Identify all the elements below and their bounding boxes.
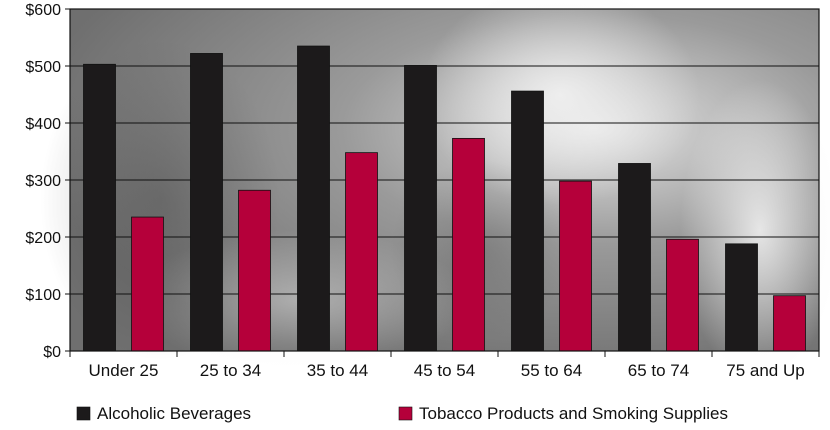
- axes: [65, 8, 820, 357]
- x-tick-labels: Under 25 25 to 34 35 to 44 45 to 54 55 to 64…: [89, 361, 805, 380]
- plot-frame: [69, 8, 820, 352]
- bars: [83, 45, 806, 352]
- bar: [452, 137, 485, 352]
- x-tick-label: 65 to 74: [628, 361, 689, 380]
- legend-swatch: [76, 406, 91, 421]
- x-tick-label: 45 to 54: [414, 361, 475, 380]
- bar: [404, 65, 437, 352]
- y-tick-label: $600: [25, 2, 61, 19]
- bar: [773, 295, 806, 352]
- x-tick-label: 75 and Up: [726, 361, 804, 380]
- legend: Alcoholic Beverages Tobacco Products and …: [76, 404, 728, 423]
- y-tick-label: $400: [25, 116, 61, 133]
- x-tick-label: Under 25: [89, 361, 159, 380]
- legend-swatch: [398, 406, 413, 421]
- bar: [190, 53, 223, 352]
- bar: [83, 63, 116, 352]
- y-tick-label: $0: [43, 344, 61, 361]
- bar: [345, 152, 378, 352]
- y-tick-labels: $0 $100 $200 $300 $400 $500 $600: [25, 2, 61, 361]
- bar: [618, 163, 651, 352]
- legend-label: Alcoholic Beverages: [97, 404, 251, 423]
- y-tick-label: $500: [25, 59, 61, 76]
- x-tick-label: 55 to 64: [521, 361, 582, 380]
- bar: [666, 238, 699, 352]
- bar: [131, 216, 164, 352]
- bar: [559, 180, 592, 352]
- bar: [297, 45, 330, 352]
- bar: [725, 243, 758, 352]
- y-tick-label: $300: [25, 173, 61, 190]
- x-tick-label: 35 to 44: [307, 361, 368, 380]
- bar: [238, 189, 271, 352]
- x-tick-label: 25 to 34: [200, 361, 261, 380]
- y-tick-label: $100: [25, 287, 61, 304]
- legend-label: Tobacco Products and Smoking Supplies: [419, 404, 728, 423]
- y-tick-label: $200: [25, 230, 61, 247]
- bar: [511, 90, 544, 352]
